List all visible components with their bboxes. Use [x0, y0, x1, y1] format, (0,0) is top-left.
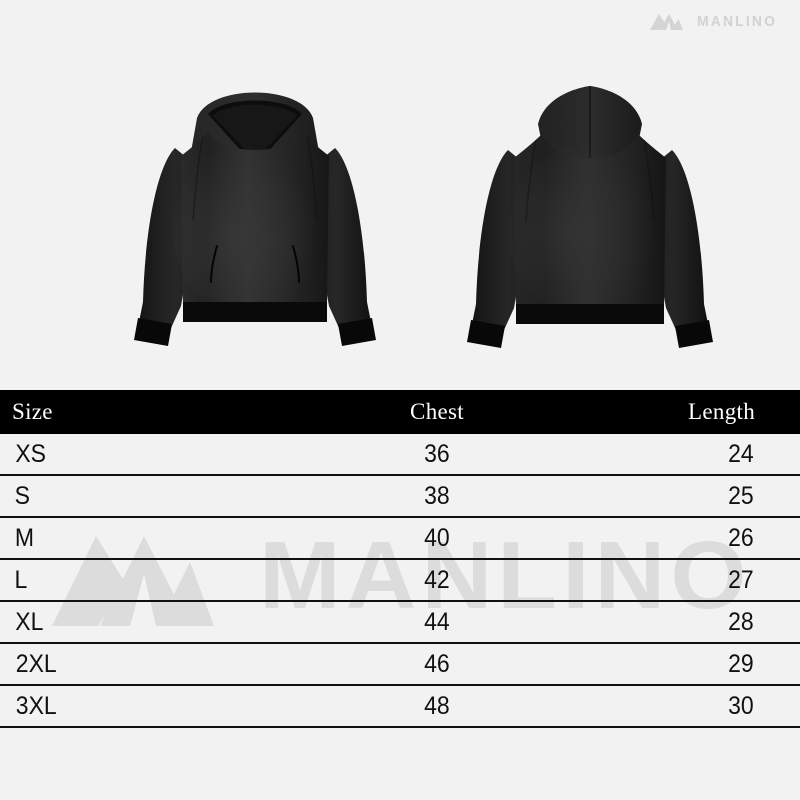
table-row: 3XL 48 30: [0, 686, 800, 728]
column-header-size: Size: [12, 399, 53, 424]
size-value: XS: [15, 439, 47, 468]
product-images: [0, 70, 800, 370]
size-value: XL: [15, 607, 44, 636]
cell-length: 29: [650, 650, 800, 679]
table-row: S 38 25: [0, 476, 800, 518]
cell-chest: 48: [310, 692, 650, 721]
column-header-length: Length: [688, 399, 755, 424]
cell-length: 30: [650, 692, 800, 721]
chest-value: 48: [424, 691, 450, 720]
cell-chest: 40: [310, 524, 650, 553]
column-header-chest: Chest: [410, 399, 464, 424]
cell-chest: 46: [310, 650, 650, 679]
cell-length: 25: [650, 482, 800, 511]
cell-size: L: [0, 566, 310, 595]
cell-length: 24: [650, 440, 800, 469]
size-value: 3XL: [15, 691, 57, 720]
cell-chest: 36: [310, 440, 650, 469]
length-value: 26: [728, 523, 754, 552]
mountain-chevron-icon: [649, 14, 683, 30]
size-chart-table: Size Chest Length XS 36 24 S: [0, 390, 800, 728]
hoodie-back-view: [440, 70, 740, 360]
cell-size: 3XL: [0, 692, 310, 721]
size-value: 2XL: [15, 649, 57, 678]
table-row: 2XL 46 29: [0, 644, 800, 686]
length-value: 24: [728, 439, 754, 468]
cell-size: S: [0, 482, 310, 511]
size-value: S: [14, 481, 31, 510]
chest-value: 42: [424, 565, 450, 594]
chest-value: 46: [424, 649, 450, 678]
chest-value: 38: [424, 481, 450, 510]
length-value: 25: [728, 481, 754, 510]
column-header-chest-cell: Chest: [310, 399, 650, 425]
length-value: 28: [728, 607, 754, 636]
table-row: XS 36 24: [0, 434, 800, 476]
length-value: 29: [728, 649, 754, 678]
cell-length: 26: [650, 524, 800, 553]
column-header-size-cell: Size: [0, 399, 310, 425]
size-value: L: [14, 565, 28, 594]
cell-chest: 42: [310, 566, 650, 595]
table-row: M 40 26: [0, 518, 800, 560]
cell-size: XL: [0, 608, 310, 637]
chest-value: 44: [424, 607, 450, 636]
cell-size: 2XL: [0, 650, 310, 679]
chest-value: 36: [424, 439, 450, 468]
size-value: M: [14, 523, 34, 552]
cell-length: 28: [650, 608, 800, 637]
hoodie-back-illustration: [467, 86, 713, 348]
cell-size: M: [0, 524, 310, 553]
hoodie-front-illustration: [134, 92, 376, 346]
chest-value: 40: [424, 523, 450, 552]
cell-size: XS: [0, 440, 310, 469]
cell-chest: 38: [310, 482, 650, 511]
table-row: XL 44 28: [0, 602, 800, 644]
brand-name: MANLINO: [696, 12, 777, 30]
length-value: 27: [728, 565, 754, 594]
brand-logo: MANLINO: [649, 11, 783, 31]
cell-length: 27: [650, 566, 800, 595]
length-value: 30: [728, 691, 754, 720]
table-row: L 42 27: [0, 560, 800, 602]
column-header-length-cell: Length: [650, 399, 800, 425]
cell-chest: 44: [310, 608, 650, 637]
table-header-row: Size Chest Length: [0, 390, 800, 434]
hoodie-front-view: [105, 70, 405, 360]
